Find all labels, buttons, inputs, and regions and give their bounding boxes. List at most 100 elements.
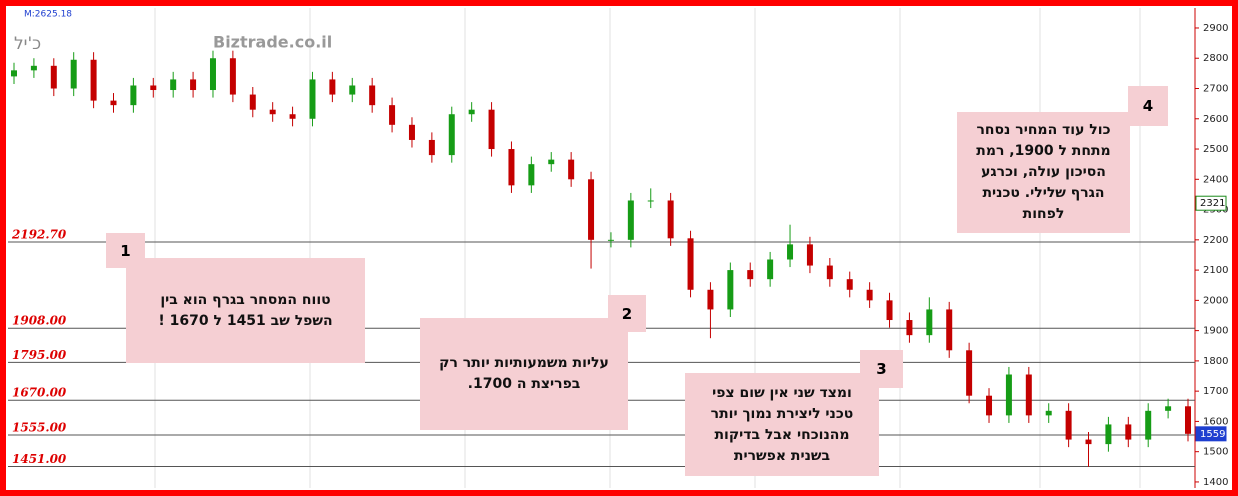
level-label: 1795.00 <box>12 348 67 362</box>
annotation-line: ומצד שני אין שום צפי <box>712 384 852 401</box>
candle-body <box>548 159 555 165</box>
candle-body <box>349 85 356 95</box>
candle-body <box>1105 424 1112 445</box>
price-marker <box>1195 195 1227 211</box>
candle-body <box>1045 410 1052 416</box>
candle-body <box>1005 374 1012 416</box>
annotation-line: בפריצת ה 1700. <box>467 376 581 392</box>
y-tick-label: 2600 <box>1203 114 1228 125</box>
candle-body <box>568 159 575 180</box>
candle-body <box>488 109 495 150</box>
candle-body <box>50 65 57 89</box>
annotation-number: 4 <box>1128 86 1168 126</box>
watermark: Biztrade.co.il <box>213 33 332 52</box>
annotation-number: 1 <box>106 233 145 268</box>
level-label: 1670.00 <box>12 386 67 400</box>
y-tick-label: 2400 <box>1203 174 1228 185</box>
candle-body <box>408 124 415 140</box>
annotation-line: מהנוכחי אבל בדיקות <box>714 426 850 443</box>
candle-body <box>229 58 236 95</box>
annotation-line: כול עוד המחיר נסחר <box>976 122 1111 138</box>
annotation-box: טווח המסחר בגרף הוא בין השפל שב 1451 ל 16… <box>126 258 365 363</box>
candle-body <box>1125 424 1132 440</box>
symbol: כ'יל <box>14 34 41 54</box>
y-tick-label: 2500 <box>1203 144 1228 155</box>
candle-body <box>806 244 813 266</box>
candle-body <box>906 320 913 336</box>
y-tick-label: 1600 <box>1203 416 1228 427</box>
candle-body <box>528 164 535 186</box>
candle-body <box>787 244 794 260</box>
candle-body <box>667 200 674 239</box>
annotation-line: בשנית אפשרית <box>733 447 831 464</box>
candle-body <box>687 238 694 290</box>
candle-body <box>588 179 595 240</box>
candle-body <box>209 58 216 91</box>
candle-body <box>70 59 77 89</box>
candle-body <box>826 265 833 280</box>
candle-body <box>329 79 336 95</box>
annotation-line: השפל שב 1451 ל 1670 ! <box>158 312 333 329</box>
y-tick-label: 1800 <box>1203 356 1228 367</box>
candle-body <box>926 309 933 336</box>
candle-body <box>150 85 157 91</box>
level-label: 1451.00 <box>12 452 67 466</box>
level-label: 1908.00 <box>12 314 67 328</box>
candle-body <box>110 100 117 106</box>
candle-body <box>866 289 873 301</box>
annotation-line: מתחת ל 1900, רמת <box>976 143 1111 159</box>
candle-body <box>1145 410 1152 440</box>
y-tick-label: 1500 <box>1203 447 1228 458</box>
annotation-box: כול עוד המחיר נסחר מתחת ל 1900, רמת הסיכון… <box>957 112 1130 233</box>
candle-body <box>647 200 654 202</box>
candle-body <box>508 149 515 186</box>
annotation-line: טווח המסחר בגרף הוא בין <box>160 291 331 308</box>
info-text: M:2625.18 <box>24 10 72 20</box>
annotation-box: עליות משמעותיות יותר רק בפריצת ה 1700. <box>420 318 628 430</box>
candle-body <box>468 109 475 115</box>
candle-body <box>727 270 734 310</box>
candle-body <box>389 105 396 125</box>
level-label: 1555.00 <box>12 421 67 435</box>
y-tick-label: 1900 <box>1203 326 1228 337</box>
y-tick-label: 2100 <box>1203 265 1228 276</box>
candle-body <box>607 239 614 241</box>
y-tick-label: 2200 <box>1203 235 1228 246</box>
level-label: 2192.70 <box>11 228 67 242</box>
candle-body <box>289 114 296 119</box>
annotation-line: הסיכון עולה, וכרגע <box>981 164 1106 180</box>
candle-body <box>1025 374 1032 416</box>
candle-body <box>11 70 17 77</box>
candle-body <box>190 79 197 91</box>
price-marker-label: 2321 <box>1200 198 1225 209</box>
candle-body <box>249 94 256 110</box>
y-tick-label: 2900 <box>1203 23 1228 34</box>
candle-body <box>1185 406 1191 434</box>
candle-body <box>966 350 973 396</box>
candle-body <box>986 395 993 416</box>
candle-body <box>428 139 435 156</box>
candle-body <box>627 200 634 240</box>
candle-body <box>309 79 316 119</box>
candle-body <box>1065 410 1072 440</box>
annotation-line: לפחות <box>1022 206 1065 222</box>
price-marker <box>1195 426 1227 442</box>
candle-body <box>130 85 137 106</box>
candle-body <box>90 59 97 101</box>
candle-body <box>767 259 774 280</box>
candle-body <box>747 270 754 280</box>
candle-body <box>269 109 276 115</box>
annotation-line: הגרף שלילי. טכנית <box>982 185 1105 201</box>
candle-body <box>1165 406 1172 411</box>
annotation-number: 2 <box>608 295 646 332</box>
candle-body <box>846 279 853 290</box>
candle-body <box>1085 439 1092 445</box>
candle-body <box>946 309 953 351</box>
candle-body <box>707 289 714 310</box>
candle-body <box>886 300 893 321</box>
candle-body <box>170 79 177 91</box>
annotation-box: ומצד שני אין שום צפי טכני ליצירת נמוך יות… <box>685 373 879 476</box>
y-tick-label: 1700 <box>1203 386 1228 397</box>
